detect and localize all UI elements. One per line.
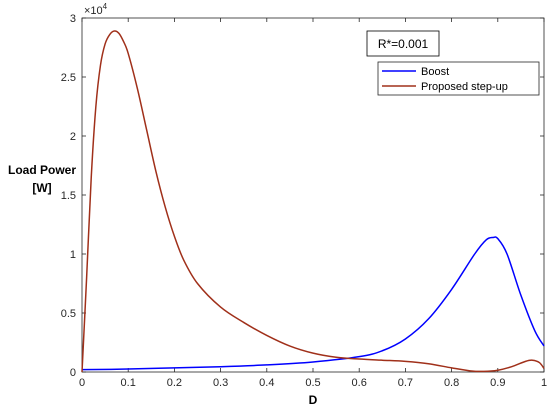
- y-axis-label-line1: Load Power: [8, 163, 76, 177]
- x-tick-label: 0.6: [352, 377, 367, 389]
- ticks-layer: 0 0.1 0.2 0.3 0.4 0.5 0.6 0.7 0.8 0.9 1 0 0.5 1 1.5 2 2.…: [61, 13, 547, 389]
- y-tick-label: 2: [70, 131, 76, 143]
- x-tick-label: 0.9: [490, 377, 505, 389]
- y-exponent-label: ×104: [84, 2, 108, 17]
- series-line-proposed-step-up: [81, 30, 545, 373]
- x-tick-label: 0.8: [444, 377, 459, 389]
- y-tick-label: 2.5: [61, 72, 76, 84]
- x-tick-label: 0.5: [305, 377, 320, 389]
- annotation-box: R*=0.001: [366, 30, 440, 57]
- legend-frame: [377, 61, 540, 96]
- annotation-frame: [366, 30, 440, 57]
- y-axis-label-line2: [W]: [32, 181, 51, 195]
- x-tick-label: 0.7: [398, 377, 413, 389]
- x-axis-label: D: [309, 393, 318, 407]
- y-tick-label: 0.5: [61, 308, 76, 320]
- x-tick-label: 0.3: [213, 377, 228, 389]
- legend-label-proposed-step-up: Proposed step-up: [421, 81, 508, 93]
- y-tick-label: 1.5: [61, 190, 76, 202]
- legend-label-boost: Boost: [421, 66, 449, 78]
- annotation-text: R*=0.001: [378, 37, 429, 51]
- y-tick-label: 3: [70, 13, 76, 25]
- series-line-boost: [81, 236, 545, 371]
- x-tick-label: 0.4: [259, 377, 274, 389]
- x-tick-label: 0.2: [167, 377, 182, 389]
- y-tick-label: 1: [70, 249, 76, 261]
- x-tick-label: 0.1: [121, 377, 136, 389]
- series-layer: [81, 30, 545, 373]
- x-tick-label: 1: [541, 377, 547, 389]
- y-tick-label: 0: [70, 367, 76, 379]
- x-tick-label: 0: [79, 377, 85, 389]
- legend: Boost Proposed step-up: [377, 61, 540, 96]
